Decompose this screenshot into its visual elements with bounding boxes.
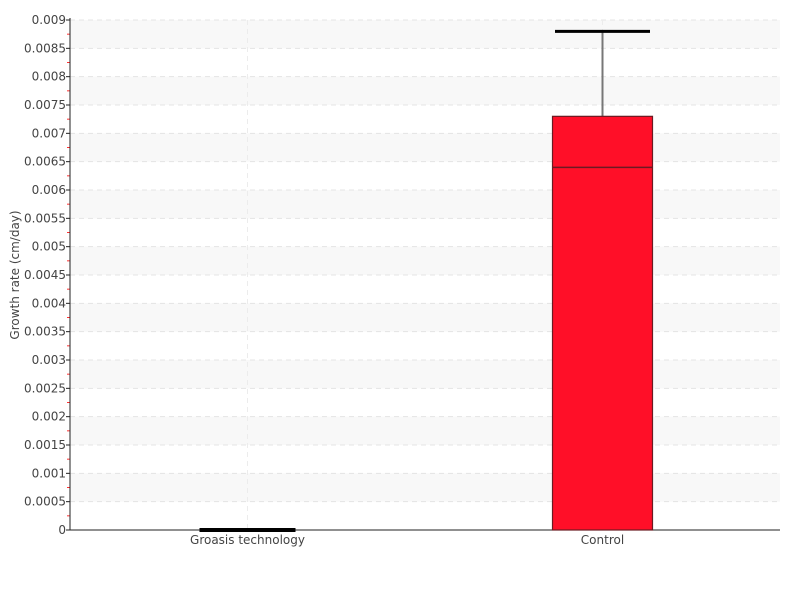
grid-band [70, 303, 780, 332]
x-tick-label: Groasis technology [190, 533, 305, 547]
grid-band [70, 360, 780, 389]
y-tick-label: 0.0035 [24, 325, 66, 339]
y-tick-label: 0.004 [32, 296, 66, 310]
y-tick-label: 0.0005 [24, 495, 66, 509]
y-axis-label: Growth rate (cm/day) [8, 210, 22, 339]
y-tick-label: 0.007 [32, 126, 66, 140]
y-tick-label: 0.002 [32, 410, 66, 424]
y-tick-label: 0.005 [32, 240, 66, 254]
y-tick-label: 0.009 [32, 13, 66, 27]
y-tick-label: 0.0025 [24, 381, 66, 395]
box-control [551, 29, 654, 531]
grid-band [70, 246, 780, 275]
y-tick-label: 0.0075 [24, 98, 66, 112]
y-tick-label: 0.0045 [24, 268, 66, 282]
grid-band [70, 473, 780, 502]
y-tick-label: 0 [58, 523, 66, 537]
y-tick-label: 0.008 [32, 70, 66, 84]
y-tick-label: 0.0055 [24, 211, 66, 225]
x-tick-label: Control [581, 533, 624, 547]
grid-band [70, 76, 780, 105]
grid-band [70, 20, 780, 49]
grid-band [70, 190, 780, 219]
y-tick-label: 0.0085 [24, 41, 66, 55]
grid-band [70, 416, 780, 445]
grid-band [70, 133, 780, 162]
y-tick-label: 0.0015 [24, 438, 66, 452]
y-tick-label: 0.0065 [24, 155, 66, 169]
y-tick-label: 0.006 [32, 183, 66, 197]
box-iqr [551, 115, 654, 531]
y-tick-label: 0.001 [32, 466, 66, 480]
y-tick-label: 0.003 [32, 353, 66, 367]
